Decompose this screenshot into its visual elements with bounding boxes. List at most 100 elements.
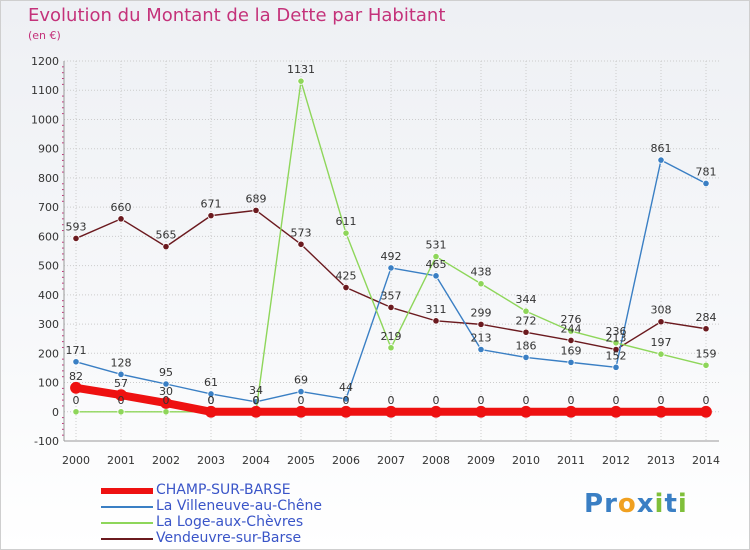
x-tick-label: 2008 — [422, 454, 450, 467]
data-label-vendeuvre-sur-barse: 689 — [246, 192, 267, 205]
data-label-vendeuvre-sur-barse: 671 — [201, 198, 222, 211]
data-point-champ-sur-barse — [610, 405, 622, 418]
data-label-vendeuvre-sur-barse: 573 — [291, 226, 312, 239]
data-point-vendeuvre-sur-barse — [342, 283, 350, 292]
data-label-layer: 593 660 565 671 689 573 425 357 311 299 272 244 213 3… — [66, 63, 717, 407]
data-point-vendeuvre-sur-barse — [297, 240, 305, 248]
data-point-la-loge-aux-chevres — [522, 307, 530, 315]
data-point-la-loge-aux-chevres — [117, 408, 125, 416]
data-label-la-villeneuve-au-chene: 465 — [426, 258, 447, 271]
data-label-la-villeneuve-au-chene: 186 — [516, 339, 537, 352]
data-label-vendeuvre-sur-barse: 311 — [426, 303, 447, 316]
data-point-la-villeneuve-au-chene — [432, 272, 440, 280]
data-label-la-loge-aux-chevres: 611 — [336, 215, 357, 228]
data-label-vendeuvre-sur-barse: 308 — [651, 304, 672, 317]
y-tick-label: 700 — [38, 201, 59, 214]
y-tick-label: 1200 — [31, 55, 59, 68]
data-point-la-villeneuve-au-chene — [387, 264, 395, 272]
data-point-la-loge-aux-chevres — [297, 77, 305, 85]
data-point-champ-sur-barse — [520, 405, 532, 418]
legend-swatch-la-loge-aux-chevres — [101, 522, 153, 524]
data-label-la-loge-aux-chevres: 438 — [471, 266, 492, 279]
data-point-la-loge-aux-chevres — [387, 344, 395, 352]
data-point-champ-sur-barse — [340, 405, 352, 418]
logo-letter: i — [654, 489, 665, 519]
data-point-la-loge-aux-chevres — [567, 327, 575, 335]
data-point-vendeuvre-sur-barse — [432, 317, 440, 325]
data-label-la-loge-aux-chevres: 531 — [426, 239, 447, 252]
x-tick-label: 2013 — [647, 454, 675, 467]
y-tick-label: 1100 — [31, 84, 59, 97]
data-point-champ-sur-barse — [250, 405, 262, 418]
data-point-la-villeneuve-au-chene — [162, 380, 170, 388]
y-tick-label: 900 — [38, 143, 59, 156]
data-label-la-villeneuve-au-chene: 128 — [111, 356, 132, 369]
logo-letter: o — [617, 489, 637, 519]
data-label-la-villeneuve-au-chene: 492 — [381, 250, 402, 263]
data-point-champ-sur-barse — [430, 405, 442, 418]
data-label-la-loge-aux-chevres: 236 — [606, 325, 627, 338]
data-label-la-loge-aux-chevres: 0 — [208, 394, 215, 407]
data-point-vendeuvre-sur-barse — [207, 212, 215, 220]
data-point-la-villeneuve-au-chene — [612, 363, 620, 371]
x-tick-label: 2001 — [107, 454, 135, 467]
data-point-la-villeneuve-au-chene — [702, 179, 710, 188]
x-tick-label: 2010 — [512, 454, 540, 467]
data-point-la-villeneuve-au-chene — [477, 345, 485, 354]
x-tick-label: 2005 — [287, 454, 315, 467]
legend-label-vendeuvre-sur-barse: Vendeuvre-sur-Barse — [156, 530, 302, 546]
x-tick-label: 2002 — [152, 454, 180, 467]
data-label-la-villeneuve-au-chene: 861 — [651, 142, 672, 155]
data-label-la-villeneuve-au-chene: 169 — [561, 344, 582, 357]
data-label-vendeuvre-sur-barse: 660 — [111, 201, 132, 214]
data-label-la-loge-aux-chevres: 344 — [516, 293, 537, 306]
data-label-la-loge-aux-chevres: 159 — [696, 347, 717, 360]
data-label-vendeuvre-sur-barse: 284 — [696, 311, 717, 324]
y-tick-label: 300 — [38, 318, 59, 331]
data-label-champ-sur-barse: 0 — [658, 394, 665, 407]
y-tick-label: 0 — [52, 406, 59, 419]
data-label-vendeuvre-sur-barse: 565 — [156, 229, 177, 242]
data-point-champ-sur-barse — [475, 405, 487, 418]
data-point-champ-sur-barse — [655, 405, 667, 418]
legend-swatch-champ-sur-barse — [101, 488, 153, 494]
data-label-la-villeneuve-au-chene: 781 — [696, 165, 717, 178]
data-point-vendeuvre-sur-barse — [252, 206, 260, 214]
data-point-la-loge-aux-chevres — [162, 408, 170, 416]
data-label-champ-sur-barse: 0 — [523, 394, 530, 407]
data-label-la-loge-aux-chevres: 0 — [73, 394, 80, 407]
legend-swatch-vendeuvre-sur-barse — [101, 538, 153, 540]
data-point-vendeuvre-sur-barse — [72, 234, 80, 243]
data-label-la-loge-aux-chevres: 1131 — [287, 63, 315, 76]
chart-subtitle: (en €) — [28, 29, 61, 42]
data-label-champ-sur-barse: 0 — [253, 394, 260, 407]
data-label-vendeuvre-sur-barse: 213 — [606, 332, 627, 345]
data-label-la-loge-aux-chevres: 276 — [561, 313, 582, 326]
data-point-champ-sur-barse — [295, 405, 307, 418]
data-label-champ-sur-barse: 0 — [388, 394, 395, 407]
data-point-champ-sur-barse — [205, 405, 217, 418]
data-label-la-villeneuve-au-chene: 69 — [294, 374, 308, 387]
data-label-la-villeneuve-au-chene: 61 — [204, 376, 218, 389]
data-label-champ-sur-barse: 0 — [208, 394, 215, 407]
x-tick-label: 2007 — [377, 454, 405, 467]
data-point-la-villeneuve-au-chene — [342, 395, 350, 403]
x-tick-label: 2006 — [332, 454, 360, 467]
data-label-la-loge-aux-chevres: 0 — [253, 394, 260, 407]
data-point-champ-sur-barse — [115, 389, 127, 402]
data-label-champ-sur-barse: 0 — [568, 394, 575, 407]
data-label-vendeuvre-sur-barse: 299 — [471, 306, 492, 319]
data-point-la-villeneuve-au-chene — [207, 390, 215, 398]
data-point-champ-sur-barse — [385, 405, 397, 418]
data-label-vendeuvre-sur-barse: 244 — [561, 322, 582, 335]
data-label-la-loge-aux-chevres: 0 — [118, 394, 125, 407]
data-point-la-villeneuve-au-chene — [657, 156, 665, 164]
data-point-vendeuvre-sur-barse — [387, 303, 395, 312]
data-point-vendeuvre-sur-barse — [702, 325, 710, 333]
data-point-la-villeneuve-au-chene — [297, 387, 305, 396]
data-label-champ-sur-barse: 57 — [114, 377, 128, 390]
data-point-la-loge-aux-chevres — [612, 339, 620, 347]
data-label-la-villeneuve-au-chene: 95 — [159, 366, 173, 379]
y-tick-label: -100 — [34, 435, 59, 448]
